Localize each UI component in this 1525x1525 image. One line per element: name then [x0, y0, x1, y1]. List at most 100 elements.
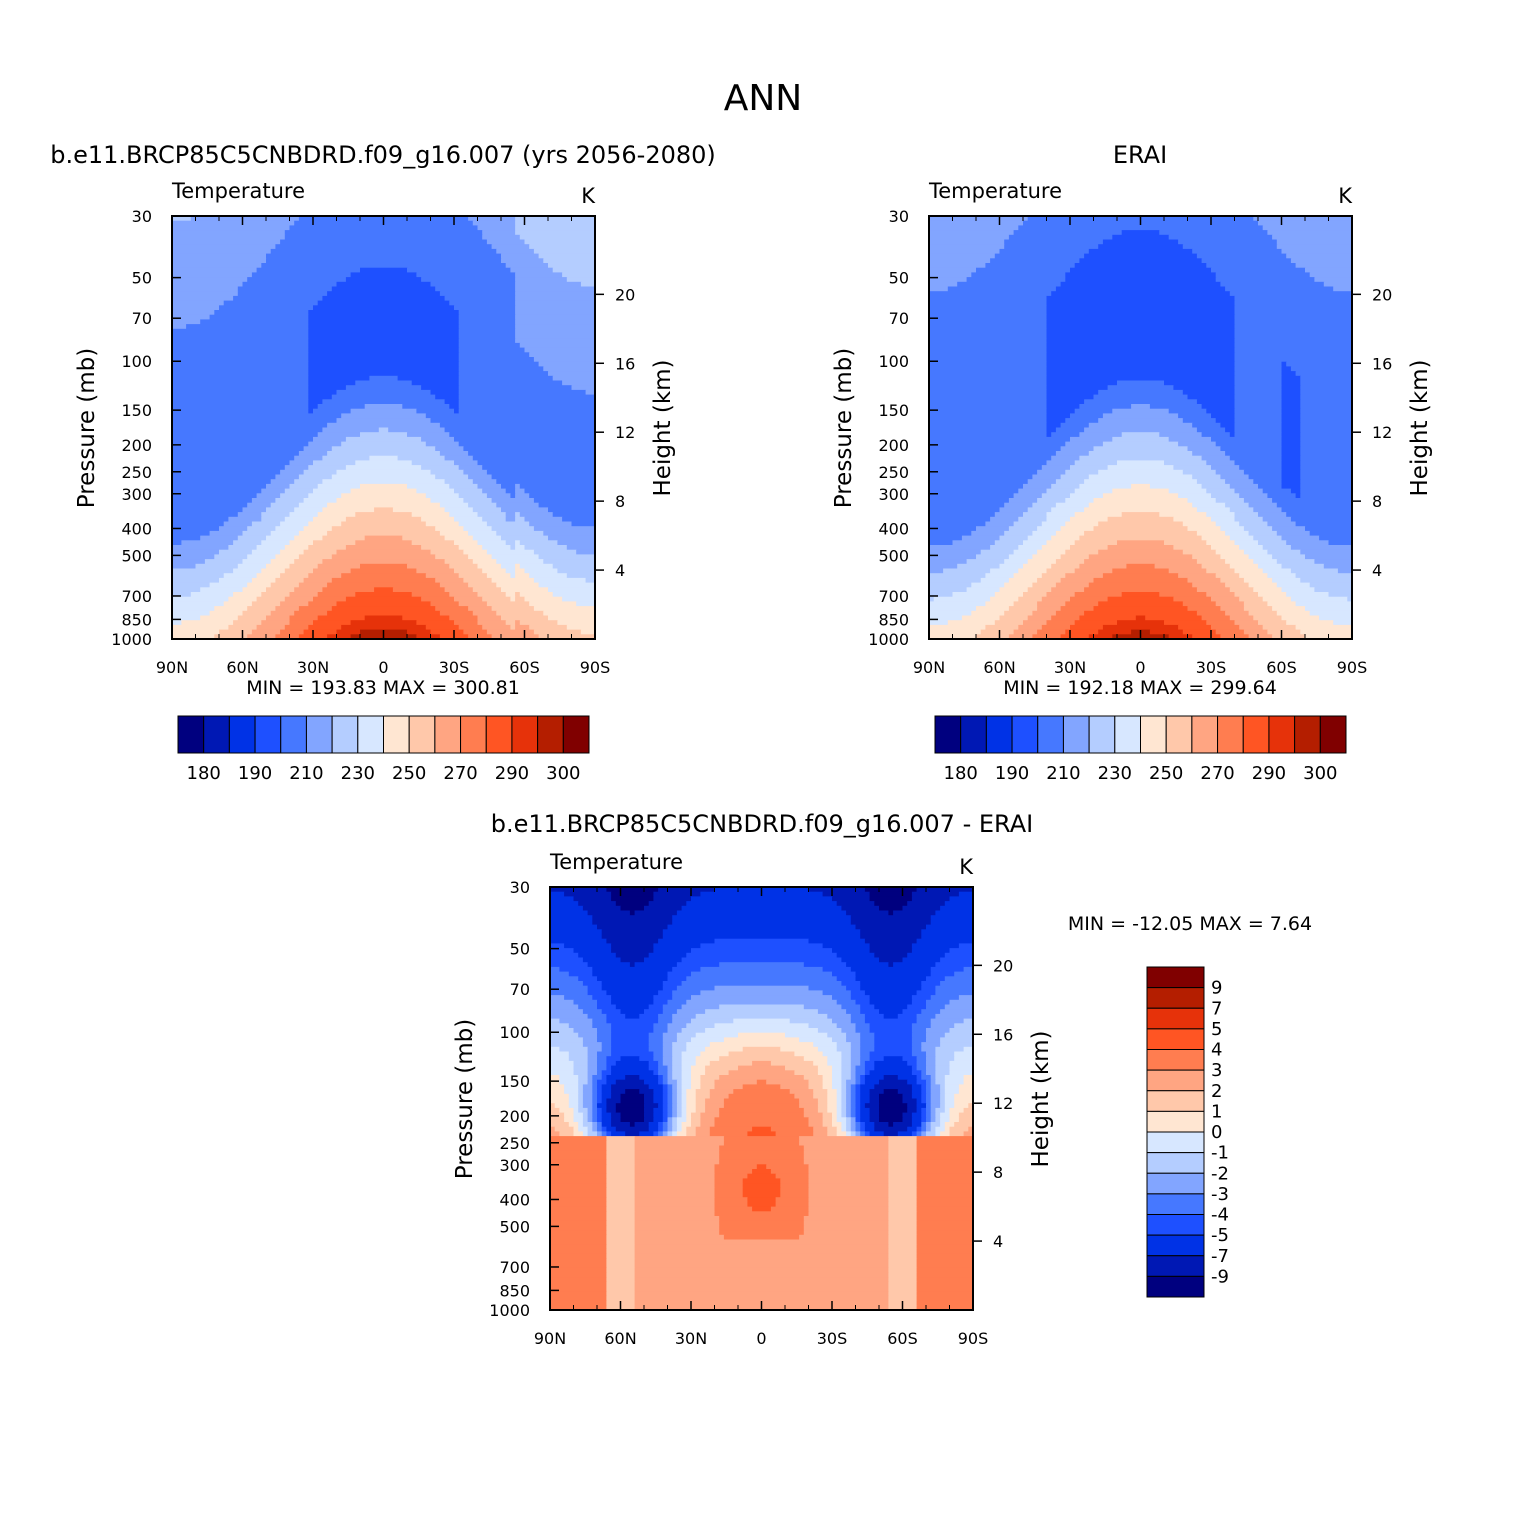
contour-cell — [1182, 418, 1217, 424]
contour-cell — [477, 225, 516, 231]
contour-cell — [662, 1112, 669, 1118]
contour-cell — [1281, 422, 1301, 429]
contour-cell — [855, 1028, 871, 1034]
contour-cell — [888, 1216, 918, 1222]
y2-tick-label: 12 — [615, 423, 635, 442]
contour-cell — [930, 1023, 955, 1029]
contour-cell — [1032, 502, 1057, 508]
contour-cell — [1027, 535, 1052, 541]
contour-cell — [606, 1164, 636, 1170]
contour-cell — [601, 1107, 607, 1114]
contour-cell — [653, 1089, 664, 1095]
contour-cell — [822, 1051, 842, 1057]
contour-cell — [550, 1164, 607, 1170]
contour-cell — [860, 1079, 866, 1085]
contour-cell — [1229, 615, 1254, 621]
contour-cell — [251, 549, 281, 555]
contour-cell — [1281, 248, 1352, 255]
contour-cell — [1262, 568, 1292, 574]
contour-cell — [266, 258, 502, 264]
contour-cell — [672, 1046, 687, 1053]
contour-cell — [1046, 305, 1236, 311]
y2-tick-label: 8 — [1372, 492, 1382, 511]
contour-cell — [463, 446, 595, 452]
contour-cell — [841, 1103, 847, 1109]
contour-cell — [468, 451, 595, 457]
contour-cell — [308, 521, 342, 527]
contour-cell — [929, 512, 996, 518]
contour-cell — [322, 535, 366, 541]
contour-cell — [957, 563, 1001, 570]
contour-cell — [1286, 592, 1330, 598]
contour-cell — [1004, 239, 1104, 245]
contour-cell — [559, 1107, 575, 1114]
colorbar-label: 5 — [1211, 1019, 1222, 1040]
contour-cell — [275, 577, 305, 584]
contour-cell — [921, 929, 973, 935]
contour-cell — [1173, 385, 1236, 391]
contour-cell — [209, 314, 309, 320]
contour-cell — [949, 1117, 960, 1123]
contour-cell — [597, 1122, 603, 1128]
colorbar-box — [1146, 1069, 1205, 1092]
contour-cell — [519, 512, 554, 518]
contour-cell — [681, 1122, 692, 1128]
contour-cell — [686, 1112, 692, 1118]
contour-cell — [850, 1107, 857, 1114]
contour-cell — [1079, 258, 1203, 264]
contour-cell — [1168, 568, 1207, 574]
contour-cell — [667, 999, 687, 1006]
colorbar-box — [305, 715, 333, 754]
contour-cell — [714, 1206, 753, 1212]
contour-cell — [916, 1244, 973, 1250]
contour-cell — [658, 1065, 669, 1071]
colorbar-box — [1114, 715, 1141, 754]
contour-cell — [313, 436, 347, 443]
contour-cell — [501, 483, 516, 490]
contour-cell — [799, 1140, 889, 1147]
contour-cell — [336, 469, 432, 476]
panel-erai-left-label: Temperature — [928, 179, 1062, 203]
contour-cell — [1098, 244, 1184, 250]
contour-cell — [449, 300, 516, 306]
contour-cell — [662, 1075, 669, 1081]
contour-cell — [747, 1201, 777, 1208]
contour-cell — [331, 446, 436, 452]
contour-cell — [1243, 549, 1268, 555]
contour-cell — [766, 1079, 810, 1085]
contour-cell — [874, 1042, 913, 1048]
contour-cell — [662, 1126, 669, 1132]
contour-cell — [874, 952, 908, 959]
contour-cell — [374, 587, 394, 593]
contour-cell — [573, 1065, 589, 1071]
contour-cell — [247, 277, 347, 283]
contour-cell — [280, 601, 309, 607]
contour-cell — [926, 1103, 932, 1109]
contour-cell — [620, 1117, 645, 1123]
contour-cell — [850, 1103, 857, 1109]
contour-cell — [308, 394, 333, 400]
contour-cell — [667, 1107, 673, 1114]
contour-cell — [658, 887, 716, 893]
contour-cell — [550, 976, 579, 982]
contour-cell — [916, 1253, 973, 1259]
contour-cell — [411, 592, 450, 598]
contour-cell — [888, 1267, 918, 1273]
contour-cell — [832, 971, 857, 977]
contour-cell — [770, 1169, 810, 1175]
contour-cell — [468, 474, 493, 480]
contour-cell — [719, 1230, 805, 1236]
contour-cell — [827, 1089, 838, 1095]
contour-cell — [634, 1159, 720, 1165]
contour-cell — [1107, 385, 1174, 391]
contour-cell — [1041, 521, 1066, 527]
contour-cell — [615, 952, 650, 959]
contour-cell — [723, 1136, 800, 1142]
contour-cell — [606, 1277, 636, 1283]
contour-cell — [686, 1107, 697, 1114]
contour-cell — [308, 380, 356, 386]
contour-cell — [902, 957, 941, 963]
contour-cell — [331, 394, 436, 400]
contour-cell — [317, 432, 361, 438]
contour-cell — [1347, 596, 1352, 602]
